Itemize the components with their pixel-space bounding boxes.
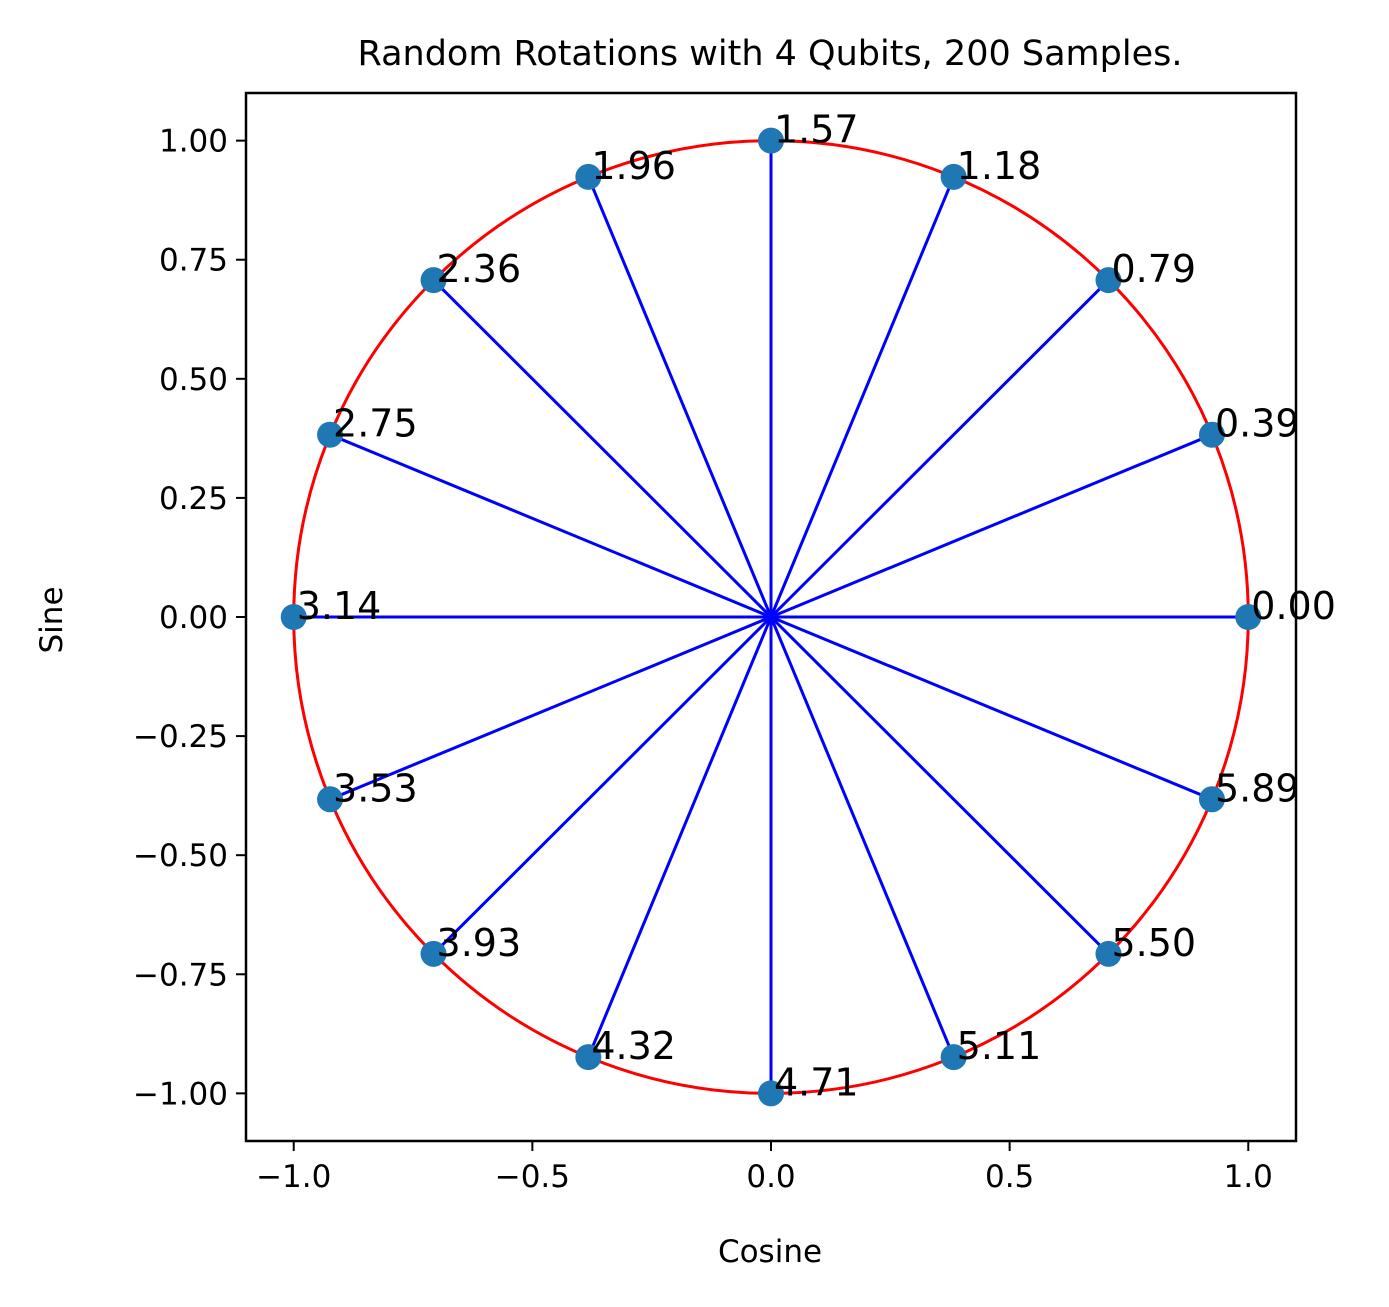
x-tick-label-0: −1.0 — [256, 1159, 331, 1195]
y-tick-label-5: −0.25 — [133, 719, 228, 755]
spoke-line-11 — [586, 616, 773, 1058]
y-tick-label-1: 0.75 — [159, 243, 228, 279]
spoke-line-5 — [586, 176, 773, 618]
spoke-line-6 — [432, 279, 773, 619]
y-axis-label: Sine — [34, 586, 70, 653]
data-point-4 — [758, 127, 784, 154]
data-point-7 — [317, 421, 344, 448]
x-axis-label: Cosine — [718, 1234, 822, 1270]
data-point-11 — [575, 1044, 602, 1071]
data-point-0 — [1235, 604, 1262, 630]
spoke-line-3 — [769, 176, 956, 618]
x-tick-label-4: 1.0 — [1224, 1159, 1273, 1195]
point-label-15: 5.89 — [1215, 766, 1300, 810]
point-label-12: 4.71 — [774, 1060, 859, 1104]
spoke-line-14 — [769, 615, 1110, 955]
data-point-2 — [1095, 267, 1122, 294]
plot-area: 0.00 0.39 0.79 1.18 1.57 1.96 2.36 2.75 3.14 3.53… — [133, 91, 1336, 1195]
point-label-5: 1.96 — [591, 144, 676, 188]
y-tick-label-7: −0.75 — [133, 957, 228, 993]
y-tick-label-4: 0.00 — [159, 600, 228, 636]
data-point-13 — [940, 1044, 967, 1071]
spoke-line-2 — [769, 279, 1110, 619]
y-tick-label-2: 0.50 — [159, 362, 228, 398]
data-point-1 — [1198, 421, 1225, 448]
point-label-0: 0.00 — [1251, 584, 1336, 628]
spoke-line-13 — [769, 616, 956, 1058]
point-label-13: 5.11 — [957, 1024, 1042, 1068]
data-point-3 — [940, 163, 967, 190]
point-label-1: 0.39 — [1215, 402, 1300, 446]
spoke-line-15 — [770, 615, 1213, 801]
data-point-9 — [317, 786, 344, 813]
point-label-14: 5.50 — [1111, 921, 1196, 965]
spoke-line-7 — [329, 433, 772, 619]
y-tick-label-6: −0.50 — [133, 838, 228, 874]
data-point-12 — [758, 1080, 784, 1107]
spoke-line-10 — [432, 615, 773, 955]
point-label-10: 3.93 — [437, 921, 522, 965]
point-label-2: 0.79 — [1111, 247, 1196, 291]
point-label-3: 1.18 — [957, 144, 1042, 188]
y-tick-label-3: 0.25 — [159, 481, 228, 517]
y-tick-label-0: 1.00 — [159, 124, 228, 160]
point-label-4: 1.57 — [774, 108, 859, 152]
point-label-11: 4.32 — [591, 1024, 676, 1068]
x-tick-label-2: 0.0 — [746, 1159, 795, 1195]
point-label-6: 2.36 — [437, 247, 522, 291]
data-point-8 — [280, 604, 307, 630]
y-tick-label-8: −1.00 — [133, 1076, 228, 1112]
data-point-15 — [1198, 786, 1225, 813]
x-tick-label-1: −0.5 — [495, 1159, 570, 1195]
data-point-6 — [420, 267, 447, 294]
point-label-8: 3.14 — [297, 584, 382, 628]
point-label-9: 3.53 — [333, 766, 418, 810]
x-tick-label-3: 0.5 — [985, 1159, 1034, 1195]
data-point-5 — [575, 163, 602, 190]
data-point-10 — [420, 940, 447, 967]
spoke-line-1 — [770, 433, 1213, 619]
data-point-14 — [1095, 940, 1122, 967]
spoke-line-9 — [329, 615, 772, 801]
point-label-7: 2.75 — [333, 402, 418, 446]
chart-title: Random Rotations with 4 Qubits, 200 Samp… — [358, 34, 1183, 74]
